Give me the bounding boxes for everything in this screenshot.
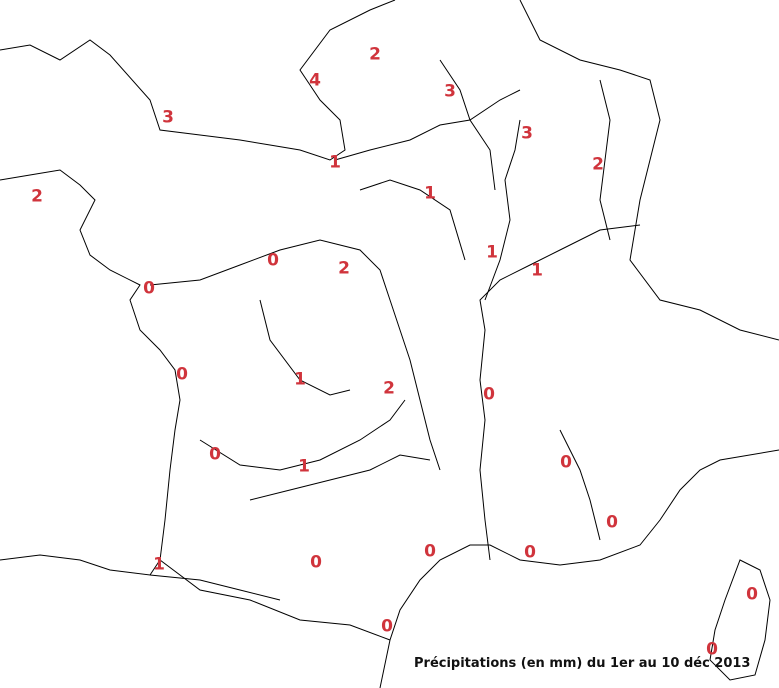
border-east bbox=[519, 0, 779, 341]
river-vienne bbox=[259, 299, 351, 396]
precip-value: 0 bbox=[746, 584, 758, 605]
precip-value: 0 bbox=[176, 364, 188, 385]
coastline-channel bbox=[0, 0, 396, 161]
precip-value: 2 bbox=[592, 154, 604, 175]
coastline-brittany bbox=[0, 169, 181, 576]
precip-value: 0 bbox=[310, 552, 322, 573]
precip-value: 2 bbox=[31, 186, 43, 207]
coastline-mediterranean bbox=[379, 449, 779, 688]
river-saone bbox=[484, 119, 521, 301]
precip-value: 1 bbox=[424, 183, 436, 204]
precip-value: 0 bbox=[606, 512, 618, 533]
river-marne bbox=[359, 179, 466, 261]
precip-value: 0 bbox=[267, 250, 279, 271]
precip-value: 3 bbox=[162, 107, 174, 128]
precip-value: 0 bbox=[483, 384, 495, 405]
precip-value: 1 bbox=[153, 554, 165, 575]
corsica bbox=[709, 559, 771, 681]
precip-value: 1 bbox=[294, 369, 306, 390]
precip-value: 0 bbox=[209, 444, 221, 465]
river-durance bbox=[559, 429, 601, 541]
river-rhone bbox=[479, 224, 641, 561]
precip-value: 0 bbox=[560, 452, 572, 473]
precip-value: 0 bbox=[381, 616, 393, 637]
precip-value: 2 bbox=[369, 44, 381, 65]
precip-value: 0 bbox=[143, 278, 155, 299]
river-meuse bbox=[439, 59, 496, 191]
precip-value: 3 bbox=[444, 81, 456, 102]
river-dordogne bbox=[249, 454, 431, 501]
border-pyrenees bbox=[159, 559, 391, 641]
river-seine bbox=[334, 89, 521, 161]
precip-value: 2 bbox=[383, 378, 395, 399]
precip-value: 1 bbox=[531, 260, 543, 281]
river-rhine bbox=[599, 79, 611, 241]
river-adour bbox=[149, 574, 281, 601]
precip-value: 1 bbox=[486, 242, 498, 263]
precip-value: 2 bbox=[338, 258, 350, 279]
river-garonne bbox=[199, 399, 406, 471]
precip-value: 3 bbox=[521, 123, 533, 144]
precip-value: 0 bbox=[424, 541, 436, 562]
map-caption: Précipitations (en mm) du 1er au 10 déc … bbox=[414, 656, 751, 671]
river-loire bbox=[149, 239, 441, 471]
precip-value: 1 bbox=[298, 456, 310, 477]
precip-value: 0 bbox=[524, 542, 536, 563]
precip-value: 1 bbox=[329, 152, 341, 173]
precip-value: 0 bbox=[706, 639, 718, 660]
precip-value: 4 bbox=[309, 70, 321, 91]
